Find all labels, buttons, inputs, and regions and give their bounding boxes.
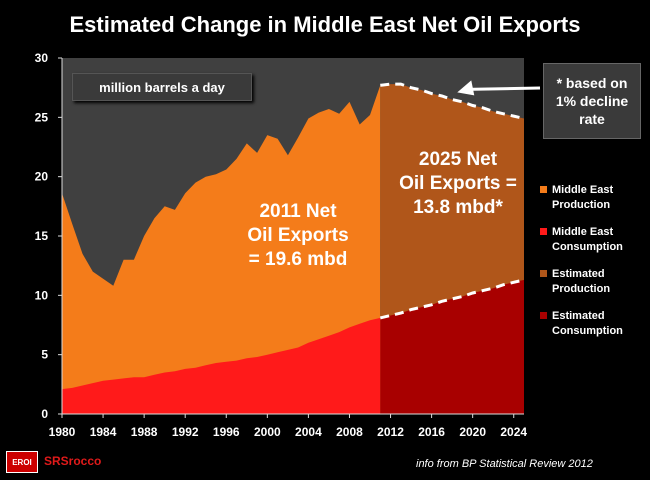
- legend-swatch-estimated-consumption: [540, 312, 547, 319]
- legend-label-line: Estimated: [552, 310, 605, 322]
- y-tick-label: 30: [35, 51, 49, 65]
- note-arrow-head: [457, 80, 475, 96]
- x-tick-label: 1988: [131, 425, 158, 439]
- annotation-2025-line-3: 13.8 mbd*: [413, 197, 503, 218]
- legend-label-line: Consumption: [552, 241, 623, 253]
- x-tick-label: 2020: [459, 425, 486, 439]
- annotation-2011-line-2: Oil Exports: [247, 225, 349, 246]
- legend-item-estimated-consumption: Estimated Consumption: [540, 309, 650, 343]
- x-tick-label: 1996: [213, 425, 240, 439]
- legend-item-consumption: Middle East Consumption: [540, 225, 650, 259]
- legend-item-production: Middle East Production: [540, 183, 650, 217]
- y-tick-label: 0: [41, 407, 48, 421]
- x-tick-label: 1984: [90, 425, 117, 439]
- legend-label-line: Middle East: [552, 226, 614, 238]
- note-arrow-line: [467, 86, 541, 91]
- annotation-2011-line-3: = 19.6 mbd: [248, 249, 348, 270]
- y-tick-label: 15: [35, 229, 49, 243]
- legend-swatch-production: [540, 186, 547, 193]
- consumption-area: [62, 317, 381, 414]
- production-area: [62, 85, 381, 415]
- srsrocco-logo-text: SRSrocco: [44, 454, 102, 468]
- x-tick-label: 1980: [49, 425, 76, 439]
- legend-swatch-consumption: [540, 228, 547, 235]
- legend-label-line: Consumption: [552, 325, 623, 337]
- source-note: info from BP Statistical Review 2012: [416, 458, 593, 470]
- estimated-consumption-area: [380, 279, 524, 414]
- legend-swatch-estimated-production: [540, 270, 547, 277]
- legend-label-line: Middle East: [552, 184, 614, 196]
- x-tick-label: 2016: [418, 425, 445, 439]
- y-tick-label: 20: [35, 170, 49, 184]
- decline-rate-note: * based on 1% decline rate: [543, 63, 641, 139]
- x-tick-label: 2008: [336, 425, 363, 439]
- annotation-2011-exports: 2011 Net Oil Exports = 19.6 mbd: [238, 200, 358, 272]
- unit-label: million barrels a day: [72, 73, 252, 101]
- note-line-3: rate: [579, 111, 605, 127]
- eroi-logo-badge: EROI: [6, 451, 38, 473]
- chart-title: Estimated Change in Middle East Net Oil …: [69, 12, 581, 37]
- x-tick-label: 2000: [254, 425, 281, 439]
- x-tick-label: 2024: [500, 425, 527, 439]
- y-tick-label: 5: [41, 348, 48, 362]
- production-projection-line: [380, 82, 525, 120]
- annotation-2025-exports: 2025 Net Oil Exports = 13.8 mbd*: [392, 148, 524, 220]
- legend-label-line: Production: [552, 283, 611, 295]
- legend-label-line: Production: [552, 199, 611, 211]
- annotation-2025-line-2: Oil Exports =: [399, 173, 517, 194]
- y-tick-label: 10: [35, 288, 49, 302]
- legend-item-estimated-production: Estimated Production: [540, 267, 650, 301]
- consumption-projection-line: [379, 278, 525, 320]
- legend-label-line: Estimated: [552, 268, 605, 280]
- note-line-1: * based on: [556, 75, 628, 91]
- x-tick-label: 2012: [377, 425, 404, 439]
- y-tick-label: 25: [35, 110, 49, 124]
- annotation-2011-line-1: 2011 Net: [259, 201, 337, 222]
- x-tick-label: 2004: [295, 425, 322, 439]
- note-line-2: 1% decline: [555, 93, 629, 109]
- x-tick-label: 1992: [172, 425, 199, 439]
- annotation-2025-line-1: 2025 Net: [418, 149, 498, 170]
